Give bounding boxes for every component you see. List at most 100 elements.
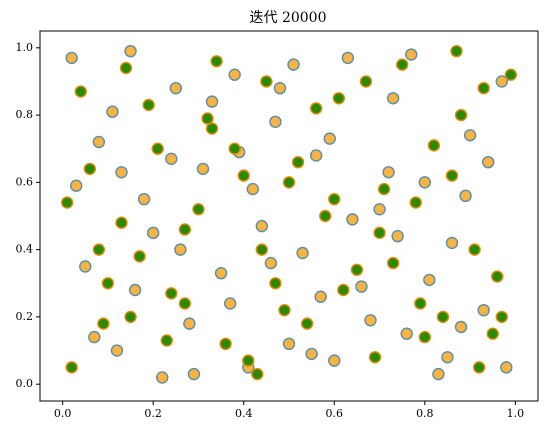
scatter-point <box>223 297 237 310</box>
scatter-point <box>124 310 137 324</box>
scatter-point <box>60 196 74 209</box>
scatter-point <box>373 226 386 240</box>
scatter-point <box>282 337 296 351</box>
scatter-point <box>468 243 481 256</box>
scatter-point <box>441 351 454 364</box>
scatter-point <box>423 273 436 287</box>
scatter-point <box>133 250 146 263</box>
scatter-point <box>400 327 413 340</box>
scatter-point <box>178 223 192 236</box>
scatter-point <box>291 155 305 169</box>
scatter-point <box>255 219 269 233</box>
scatter-point <box>463 129 477 142</box>
scatter-point <box>183 317 196 330</box>
scatter-point <box>395 58 409 71</box>
scatter-point <box>128 283 142 297</box>
scatter-point <box>382 166 395 179</box>
scatter-point <box>287 58 300 71</box>
scatter-point <box>495 310 508 324</box>
scatter-point <box>472 361 486 374</box>
scatter-point <box>296 246 309 260</box>
scatter-point <box>214 266 228 280</box>
scatter-point <box>418 176 432 189</box>
scatter-point <box>237 169 250 182</box>
scatter-point <box>504 68 518 81</box>
scatter-point <box>115 216 128 229</box>
scatter-point <box>65 51 78 65</box>
scatter-point <box>328 354 341 367</box>
scatter-point <box>273 81 287 95</box>
scatter-point <box>269 277 282 290</box>
scatter-point <box>337 283 350 297</box>
scatter-point <box>187 367 201 381</box>
scatter-point <box>477 303 490 317</box>
scatter-point <box>491 270 504 283</box>
scatter-point <box>282 176 296 189</box>
scatter-point <box>251 367 264 381</box>
scatter-point <box>156 371 169 384</box>
scatter-point <box>359 75 373 88</box>
scatter-point <box>328 192 341 206</box>
scatter-point <box>386 256 400 270</box>
scatter-point <box>405 48 418 61</box>
y-tick-label: 0.8 <box>16 108 34 121</box>
scatter-point <box>74 85 87 98</box>
scatter-point <box>83 162 97 176</box>
scatter-point <box>65 361 78 374</box>
scatter-point <box>178 297 192 310</box>
scatter-point <box>246 182 259 196</box>
scatter-point <box>355 280 368 293</box>
scatter-point <box>264 256 278 270</box>
scatter-point <box>269 115 282 129</box>
scatter-point <box>205 95 219 108</box>
scatter-point <box>459 189 472 203</box>
scatter-point <box>146 226 160 240</box>
scatter-point <box>201 112 214 125</box>
x-tick-label: 0.0 <box>54 407 72 420</box>
x-tick-label: 0.8 <box>416 407 434 420</box>
scatter-point <box>242 354 255 367</box>
scatter-point <box>278 303 291 317</box>
scatter-point <box>70 179 83 192</box>
scatter-point <box>450 44 463 58</box>
scatter-point <box>165 287 178 300</box>
scatter-point <box>142 98 155 112</box>
scatter-point <box>219 337 232 351</box>
scatter-point <box>391 229 404 243</box>
scatter-point <box>255 243 269 256</box>
scatter-point <box>427 139 441 152</box>
scatter-point <box>92 243 106 256</box>
scatter-point <box>445 236 459 250</box>
scatter-point <box>228 142 241 155</box>
scatter-point <box>373 203 386 216</box>
x-tick-label: 0.2 <box>144 407 162 420</box>
scatter-point <box>436 310 450 324</box>
scatter-point <box>477 81 490 95</box>
scatter-point <box>346 213 359 226</box>
scatter-point <box>115 166 128 179</box>
y-tick-label: 0.0 <box>16 377 34 390</box>
y-tick-label: 0.6 <box>16 175 34 188</box>
scatter-point <box>319 209 332 223</box>
scatter-point <box>192 203 205 216</box>
scatter-point <box>500 361 513 374</box>
scatter-point <box>124 44 137 58</box>
scatter-point <box>445 169 459 182</box>
scatter-point <box>309 102 323 115</box>
x-tick-label: 0.6 <box>326 407 344 420</box>
scatter-point <box>300 317 314 330</box>
scatter-point <box>332 92 345 105</box>
scatter-point <box>101 277 115 290</box>
scatter-point <box>97 317 110 330</box>
scatter-point <box>409 196 422 209</box>
scatter-point <box>169 81 183 95</box>
plot-frame <box>39 30 539 402</box>
scatter-point <box>350 263 364 277</box>
x-tick-label: 1.0 <box>507 407 525 420</box>
scatter-point <box>341 51 355 65</box>
scatter-point <box>432 367 445 381</box>
scatter-point <box>386 92 400 105</box>
scatter-point <box>482 155 495 169</box>
chart-title: 迭代 20000 <box>250 10 327 26</box>
